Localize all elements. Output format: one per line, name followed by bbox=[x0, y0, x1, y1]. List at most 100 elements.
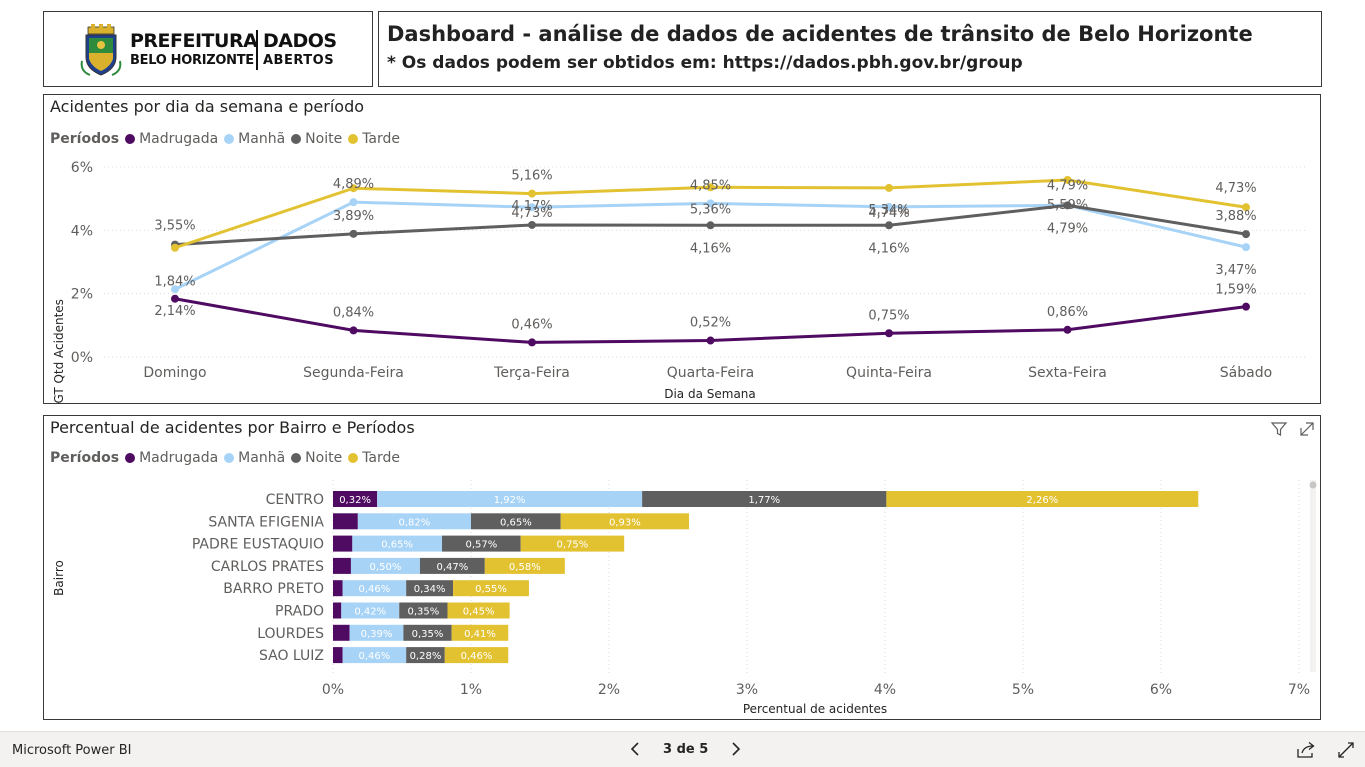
data-point[interactable] bbox=[349, 326, 358, 335]
focus-mode-icon[interactable] bbox=[1298, 420, 1316, 438]
legend-item-manha[interactable]: Manhã bbox=[224, 131, 285, 147]
data-point[interactable] bbox=[1242, 203, 1250, 212]
logo-line1: PREFEITURA bbox=[130, 30, 258, 52]
share-icon[interactable] bbox=[1296, 741, 1316, 759]
line-chart-visual[interactable]: Acidentes por dia da semana e período Pe… bbox=[43, 94, 1321, 404]
bar-segment[interactable] bbox=[349, 624, 404, 641]
legend-item-madrugada[interactable]: Madrugada bbox=[125, 131, 218, 147]
bar-segment[interactable] bbox=[886, 491, 1199, 507]
page-subtitle: * Os dados podem ser obtidos em: https:/… bbox=[387, 53, 1023, 73]
bar-segment[interactable] bbox=[357, 513, 471, 530]
logo-divider bbox=[256, 30, 258, 70]
bar-segment[interactable] bbox=[377, 491, 643, 507]
bar-data-label: 0,93% bbox=[609, 517, 641, 528]
bar-segment[interactable] bbox=[447, 602, 510, 619]
bar-segment[interactable] bbox=[341, 602, 400, 619]
bar-segment[interactable] bbox=[451, 624, 509, 641]
data-point[interactable] bbox=[528, 220, 536, 229]
data-point[interactable] bbox=[885, 202, 893, 211]
logo-line2: BELO HORIZONTE bbox=[130, 53, 254, 68]
data-point[interactable] bbox=[171, 243, 179, 252]
bar-segment[interactable] bbox=[419, 557, 485, 574]
bar-data-label: 0,57% bbox=[465, 540, 497, 551]
y-axis-title: %GT Qtd Acidentes bbox=[52, 299, 66, 403]
data-point[interactable] bbox=[349, 229, 358, 238]
previous-page-button[interactable] bbox=[625, 738, 645, 760]
bar-segment[interactable] bbox=[471, 513, 561, 530]
data-point[interactable] bbox=[706, 336, 715, 345]
data-label: 4,17% bbox=[511, 199, 552, 214]
vertical-scrollbar-track[interactable] bbox=[1310, 480, 1316, 672]
data-label: 3,88% bbox=[1215, 209, 1256, 224]
legend-item-madrugada[interactable]: Madrugada bbox=[125, 450, 218, 466]
fullscreen-icon[interactable] bbox=[1337, 741, 1355, 759]
data-point[interactable] bbox=[1242, 243, 1250, 252]
data-point[interactable] bbox=[1063, 175, 1072, 184]
bar-segment[interactable] bbox=[403, 624, 452, 641]
bar-segment[interactable] bbox=[333, 624, 350, 641]
category-label: PADRE EUSTAQUIO bbox=[192, 537, 324, 553]
bar-segment[interactable] bbox=[333, 580, 343, 597]
bar-chart-plot: Bairro Percentual de acidentes 0% 1% 2% 3% 4… bbox=[52, 480, 1317, 716]
legend-label: Noite bbox=[305, 450, 343, 466]
data-label: 5,16% bbox=[511, 169, 552, 184]
legend-item-tarde[interactable]: Tarde bbox=[348, 131, 400, 147]
data-point[interactable] bbox=[528, 338, 536, 347]
legend-item-manha[interactable]: Manhã bbox=[224, 450, 285, 466]
bar-segment[interactable] bbox=[333, 513, 358, 530]
data-point[interactable] bbox=[706, 221, 715, 230]
data-point[interactable] bbox=[885, 221, 893, 230]
bar-data-label: 0,39% bbox=[361, 629, 393, 640]
x-tick-label: Segunda-Feira bbox=[303, 365, 404, 381]
filter-icon[interactable] bbox=[1270, 420, 1288, 438]
bar-segment[interactable] bbox=[453, 580, 529, 597]
bar-data-label: 0,46% bbox=[359, 651, 391, 662]
data-point[interactable] bbox=[885, 329, 893, 338]
legend-item-tarde[interactable]: Tarde bbox=[348, 450, 400, 466]
scrollbar-thumb[interactable] bbox=[1309, 481, 1317, 489]
data-point[interactable] bbox=[349, 198, 358, 207]
bar-segment[interactable] bbox=[484, 557, 565, 574]
data-point[interactable] bbox=[171, 294, 179, 303]
bar-segment[interactable] bbox=[406, 647, 445, 664]
data-point[interactable] bbox=[171, 285, 179, 294]
bar-segment[interactable] bbox=[399, 602, 448, 619]
data-point[interactable] bbox=[1242, 302, 1250, 311]
data-point[interactable] bbox=[1242, 230, 1250, 239]
bar-segment[interactable] bbox=[520, 535, 625, 552]
data-label: 3,55% bbox=[154, 219, 195, 234]
bar-segment[interactable] bbox=[333, 602, 342, 619]
data-point[interactable] bbox=[528, 203, 536, 212]
bar-chart-visual[interactable]: Percentual de acidentes por Bairro e Per… bbox=[43, 415, 1321, 720]
bar-segment[interactable] bbox=[560, 513, 690, 530]
bar-data-label: 0,45% bbox=[463, 607, 495, 618]
bar-segment[interactable] bbox=[333, 557, 351, 574]
bar-segment[interactable] bbox=[352, 535, 443, 552]
data-point[interactable] bbox=[1063, 325, 1072, 334]
legend-item-noite[interactable]: Noite bbox=[291, 450, 342, 466]
x-axis-title: Dia da Semana bbox=[664, 387, 756, 401]
data-point[interactable] bbox=[349, 184, 358, 193]
bar-segment[interactable] bbox=[406, 580, 454, 597]
bar-segment[interactable] bbox=[342, 580, 407, 597]
data-label: 0,52% bbox=[690, 316, 731, 331]
category-label: SANTA EFIGENIA bbox=[208, 514, 324, 530]
legend-item-noite[interactable]: Noite bbox=[291, 131, 342, 147]
bar-segment[interactable] bbox=[333, 491, 378, 507]
bar-segment[interactable] bbox=[333, 647, 343, 664]
data-point[interactable] bbox=[885, 183, 893, 192]
next-page-button[interactable] bbox=[726, 738, 746, 760]
bar-segment[interactable] bbox=[350, 557, 420, 574]
logo-panel: PREFEITURA BELO HORIZONTE DADOS ABERTOS bbox=[43, 11, 373, 87]
bar-segment[interactable] bbox=[642, 491, 887, 507]
data-point[interactable] bbox=[706, 199, 715, 208]
bar-segment[interactable] bbox=[342, 647, 407, 664]
bar-segment[interactable] bbox=[442, 535, 521, 552]
data-point[interactable] bbox=[1063, 201, 1072, 210]
x-tick-label: Sexta-Feira bbox=[1028, 365, 1107, 381]
bar-segment[interactable] bbox=[444, 647, 509, 664]
data-point[interactable] bbox=[706, 183, 715, 192]
bar-segment[interactable] bbox=[333, 535, 353, 552]
legend-label: Madrugada bbox=[139, 450, 219, 466]
data-point[interactable] bbox=[528, 189, 536, 198]
